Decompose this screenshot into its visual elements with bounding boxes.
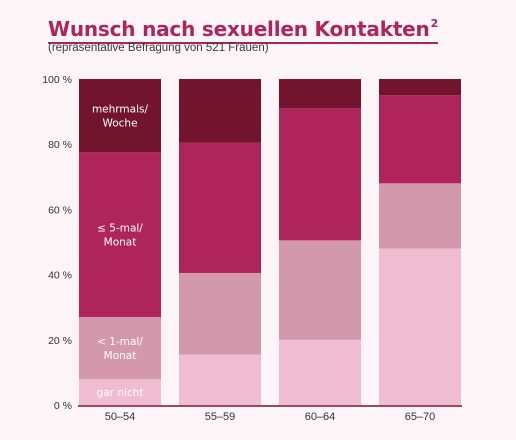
bar-segment (379, 248, 461, 405)
bar-segment (79, 378, 161, 405)
x-tick-label: 65–70 (405, 411, 436, 423)
bar-segment (79, 152, 161, 317)
y-tick-label: 0 % (54, 400, 72, 412)
segment-label: ≤ 5-mal/ (97, 223, 143, 235)
bar-segment (279, 79, 361, 109)
segment-label: Woche (102, 118, 137, 130)
chart-title-text: Wunsch nach sexuellen Kontakten (48, 17, 430, 41)
bar-segment (279, 339, 361, 405)
bar-segment (279, 240, 361, 340)
bar-segment (379, 95, 461, 184)
segment-label: Monat (104, 350, 137, 362)
bar-segment (79, 316, 161, 379)
footnote-marker: 2 (430, 17, 439, 30)
chart-title: Wunsch nach sexuellen Kontakten2 (48, 12, 438, 44)
x-tick-label: 55–59 (205, 411, 236, 423)
bar-segment (179, 272, 261, 355)
x-tick-label: 50–54 (105, 411, 136, 423)
bar-segment (179, 354, 261, 405)
chart-subtitle: (repräsentative Befragung von 521 Frauen… (48, 42, 269, 54)
segment-label: Monat (104, 237, 137, 249)
y-tick-label: 20 % (48, 335, 72, 347)
bar-segment (279, 108, 361, 241)
bar-segment (79, 79, 161, 153)
bar-segment (379, 183, 461, 249)
x-tick-label: 60–64 (305, 411, 336, 423)
bar-segment (179, 79, 261, 143)
segment-label: gar nicht (97, 387, 144, 399)
y-tick-label: 100 % (42, 74, 72, 86)
segment-label: < 1-mal/ (97, 336, 143, 348)
bar-segment (379, 79, 461, 96)
y-tick-label: 60 % (48, 204, 72, 216)
y-tick-label: 40 % (48, 270, 72, 282)
bar-segment (179, 142, 261, 273)
segment-label: mehrmals/ (92, 104, 149, 116)
y-tick-label: 80 % (48, 139, 72, 151)
